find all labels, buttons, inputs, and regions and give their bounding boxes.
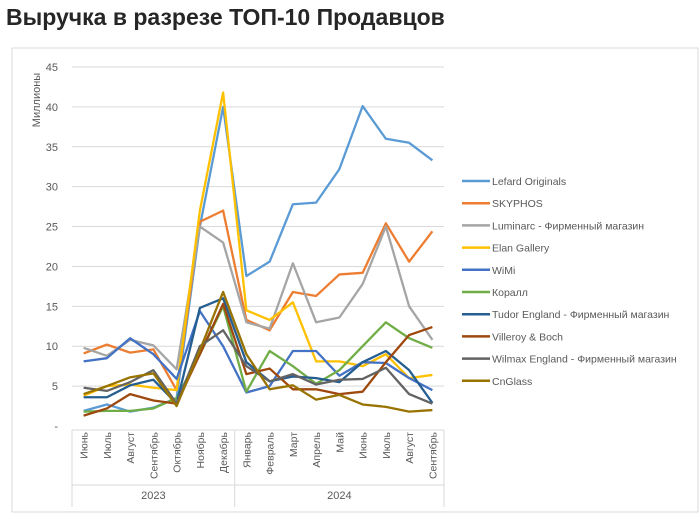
chart-title: Выручка в разрезе ТОП-10 Продавцов <box>6 4 445 30</box>
x-tick-label: Июнь <box>79 431 91 458</box>
x-tick-label: Август <box>125 432 137 464</box>
y-tick-label: 20 <box>46 261 58 273</box>
legend-label: Elan Gallery <box>492 243 550 255</box>
y-tick-label: 30 <box>46 182 58 194</box>
y-tick-label: - <box>54 421 58 433</box>
year-group-label: 2024 <box>327 490 351 502</box>
legend-label: Tudor England - Фирменный магазин <box>492 309 670 321</box>
legend-label: Коралл <box>492 287 528 299</box>
x-tick-label: Сентябрь <box>427 431 439 479</box>
x-tick-label: Июль <box>381 431 393 458</box>
x-tick-label: Ноябрь <box>195 431 207 468</box>
y-tick-label: 10 <box>46 341 58 353</box>
legend-label: Lefard Originals <box>492 176 566 188</box>
y-tick-label: 45 <box>46 62 58 74</box>
x-tick-label: Январь <box>241 431 253 468</box>
y-tick-label: 40 <box>46 102 58 114</box>
y-tick-label: 25 <box>46 222 58 234</box>
x-tick-label: Июнь <box>358 431 370 458</box>
x-tick-label: Апрель <box>311 431 323 467</box>
x-tick-label: Июль <box>102 431 114 458</box>
series-line <box>83 290 433 413</box>
series-line <box>83 104 434 413</box>
y-tick-label: 5 <box>52 381 58 393</box>
chart-border <box>11 47 699 513</box>
x-tick-label: Май <box>334 432 346 453</box>
series-line <box>83 302 433 417</box>
x-tick-label: Сентябрь <box>148 431 160 479</box>
year-group-label: 2023 <box>141 490 165 502</box>
legend-label: Villeroy & Boch <box>492 331 563 343</box>
y-axis-label: Миллионы <box>31 73 43 127</box>
legend-label: WiMi <box>492 265 515 277</box>
legend-label: Luminarc - Фирменный магазин <box>492 220 644 232</box>
x-tick-label: Февраль <box>265 431 277 474</box>
x-tick-label: Октябрь <box>172 431 184 472</box>
legend-label: SKYPHOS <box>492 198 543 210</box>
series-line <box>83 225 434 371</box>
y-tick-label: 35 <box>46 142 58 154</box>
series-line <box>83 91 433 397</box>
y-tick-label: 15 <box>46 301 58 313</box>
legend-label: Wilmax England - Фирменный магазин <box>492 354 677 366</box>
x-tick-label: Август <box>404 432 416 464</box>
legend-label: CnGlass <box>492 376 532 388</box>
x-tick-label: Март <box>288 432 300 457</box>
series-line <box>83 309 433 394</box>
x-tick-label: Декабрь <box>218 431 230 472</box>
